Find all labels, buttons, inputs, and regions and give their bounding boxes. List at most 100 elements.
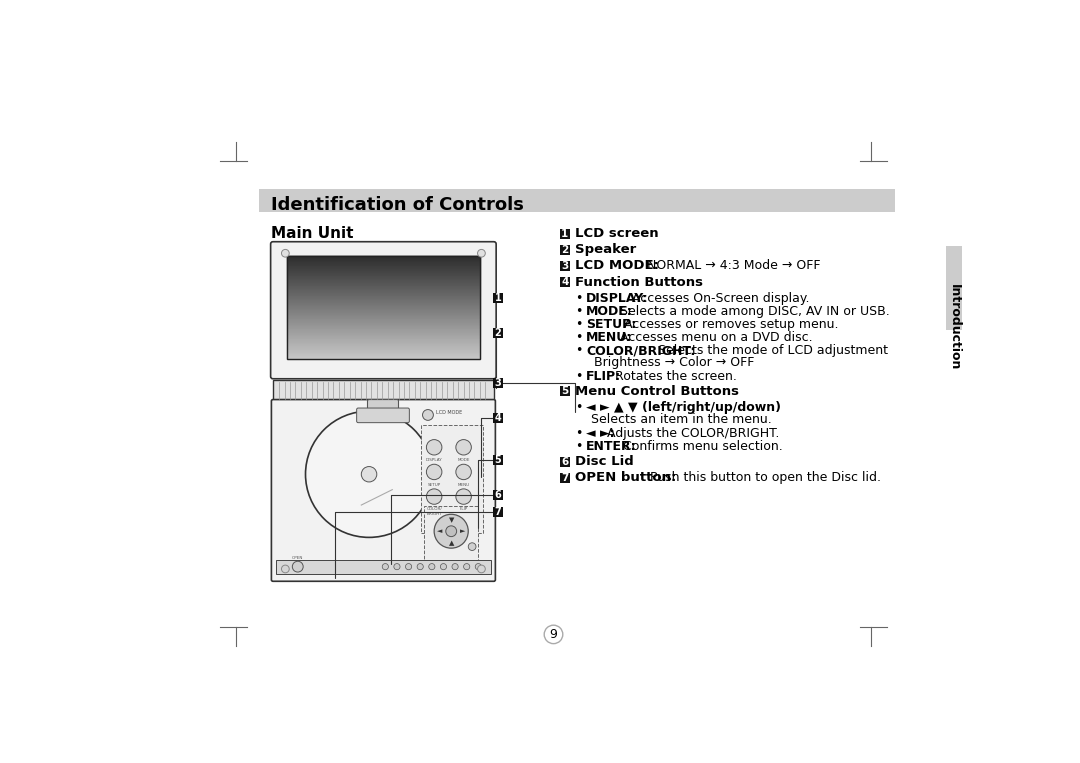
Bar — [494, 378, 503, 388]
Bar — [287, 350, 480, 351]
Bar — [559, 473, 570, 483]
Text: MODE: MODE — [457, 458, 470, 462]
Bar — [287, 264, 480, 265]
Bar — [287, 274, 480, 275]
Text: •: • — [576, 439, 582, 452]
Circle shape — [434, 514, 469, 548]
Circle shape — [469, 542, 476, 550]
Text: FLIP: FLIP — [459, 507, 468, 511]
FancyBboxPatch shape — [356, 408, 409, 423]
Bar — [287, 296, 480, 297]
Text: 5: 5 — [562, 387, 568, 397]
Bar — [287, 299, 480, 300]
Circle shape — [456, 439, 471, 455]
Bar — [287, 282, 480, 283]
Bar — [287, 322, 480, 323]
Bar — [287, 351, 480, 352]
Bar — [287, 258, 480, 259]
Bar — [287, 343, 480, 344]
Text: Accesses menu on a DVD disc.: Accesses menu on a DVD disc. — [616, 331, 812, 344]
Bar — [287, 268, 480, 269]
Bar — [287, 330, 480, 331]
Bar — [287, 280, 480, 281]
Text: FLIP:: FLIP: — [586, 369, 621, 382]
Bar — [287, 302, 480, 303]
Circle shape — [405, 564, 411, 570]
Text: 7: 7 — [495, 507, 501, 517]
Text: •: • — [576, 427, 582, 439]
Text: Selects an item in the menu.: Selects an item in the menu. — [591, 414, 771, 427]
Text: OPEN button:: OPEN button: — [576, 472, 676, 485]
Bar — [287, 347, 480, 348]
Text: Speaker: Speaker — [576, 243, 636, 256]
Text: Introduction: Introduction — [947, 284, 961, 370]
Bar — [287, 298, 480, 299]
Bar — [287, 352, 480, 353]
Bar — [287, 263, 480, 264]
Bar — [287, 265, 480, 266]
Bar — [287, 301, 480, 302]
Bar — [287, 336, 480, 337]
Bar — [287, 331, 480, 332]
Bar — [287, 295, 480, 296]
Bar — [287, 355, 480, 356]
Text: LCD MODE: LCD MODE — [436, 410, 462, 415]
Text: Disc Lid: Disc Lid — [576, 455, 634, 468]
Text: •: • — [576, 318, 582, 331]
Text: SETUP:: SETUP: — [586, 318, 636, 331]
Bar — [287, 342, 480, 343]
Bar — [287, 316, 480, 317]
Bar — [259, 189, 894, 212]
Bar — [494, 507, 503, 517]
Bar — [946, 246, 962, 330]
Bar — [287, 317, 480, 318]
Bar — [287, 279, 480, 280]
Bar — [287, 353, 480, 354]
Bar — [494, 293, 503, 304]
Text: COLOR/BRIGHT:: COLOR/BRIGHT: — [586, 344, 696, 357]
Circle shape — [427, 439, 442, 455]
Bar — [287, 329, 480, 330]
Bar — [287, 332, 480, 333]
Text: OPEN: OPEN — [292, 556, 303, 561]
Bar — [287, 305, 480, 306]
Circle shape — [544, 625, 563, 644]
Text: 4: 4 — [495, 414, 501, 423]
Text: ◄ ► ▲ ▼ (left/right/up/down): ◄ ► ▲ ▼ (left/right/up/down) — [586, 401, 781, 414]
Bar — [287, 318, 480, 319]
Circle shape — [463, 564, 470, 570]
Bar — [287, 275, 480, 276]
Circle shape — [382, 564, 389, 570]
Bar — [287, 328, 480, 329]
Bar — [287, 273, 480, 274]
Bar — [494, 455, 503, 465]
FancyBboxPatch shape — [424, 506, 478, 560]
Bar — [287, 285, 480, 286]
Bar — [276, 560, 490, 574]
Circle shape — [293, 562, 303, 572]
Text: Identification of Controls: Identification of Controls — [271, 195, 524, 214]
Bar — [287, 306, 480, 307]
Bar — [287, 259, 480, 260]
Bar — [287, 257, 480, 258]
Bar — [287, 297, 480, 298]
Bar — [287, 341, 480, 342]
Text: 3: 3 — [495, 378, 501, 388]
Bar — [287, 327, 480, 328]
Bar — [287, 289, 480, 290]
Bar — [287, 337, 480, 338]
Bar — [287, 291, 480, 292]
Bar — [494, 328, 503, 338]
Bar — [559, 456, 570, 466]
Text: Selects a mode among DISC, AV IN or USB.: Selects a mode among DISC, AV IN or USB. — [616, 305, 889, 318]
Bar — [287, 323, 480, 324]
Bar — [287, 354, 480, 355]
Circle shape — [282, 250, 289, 257]
Bar — [287, 344, 480, 345]
Text: Rotates the screen.: Rotates the screen. — [611, 369, 737, 382]
Text: 3: 3 — [562, 261, 568, 271]
Text: ENTER:: ENTER: — [586, 439, 637, 452]
Bar — [287, 261, 480, 262]
Text: 9: 9 — [550, 628, 557, 641]
Text: •: • — [576, 291, 582, 304]
